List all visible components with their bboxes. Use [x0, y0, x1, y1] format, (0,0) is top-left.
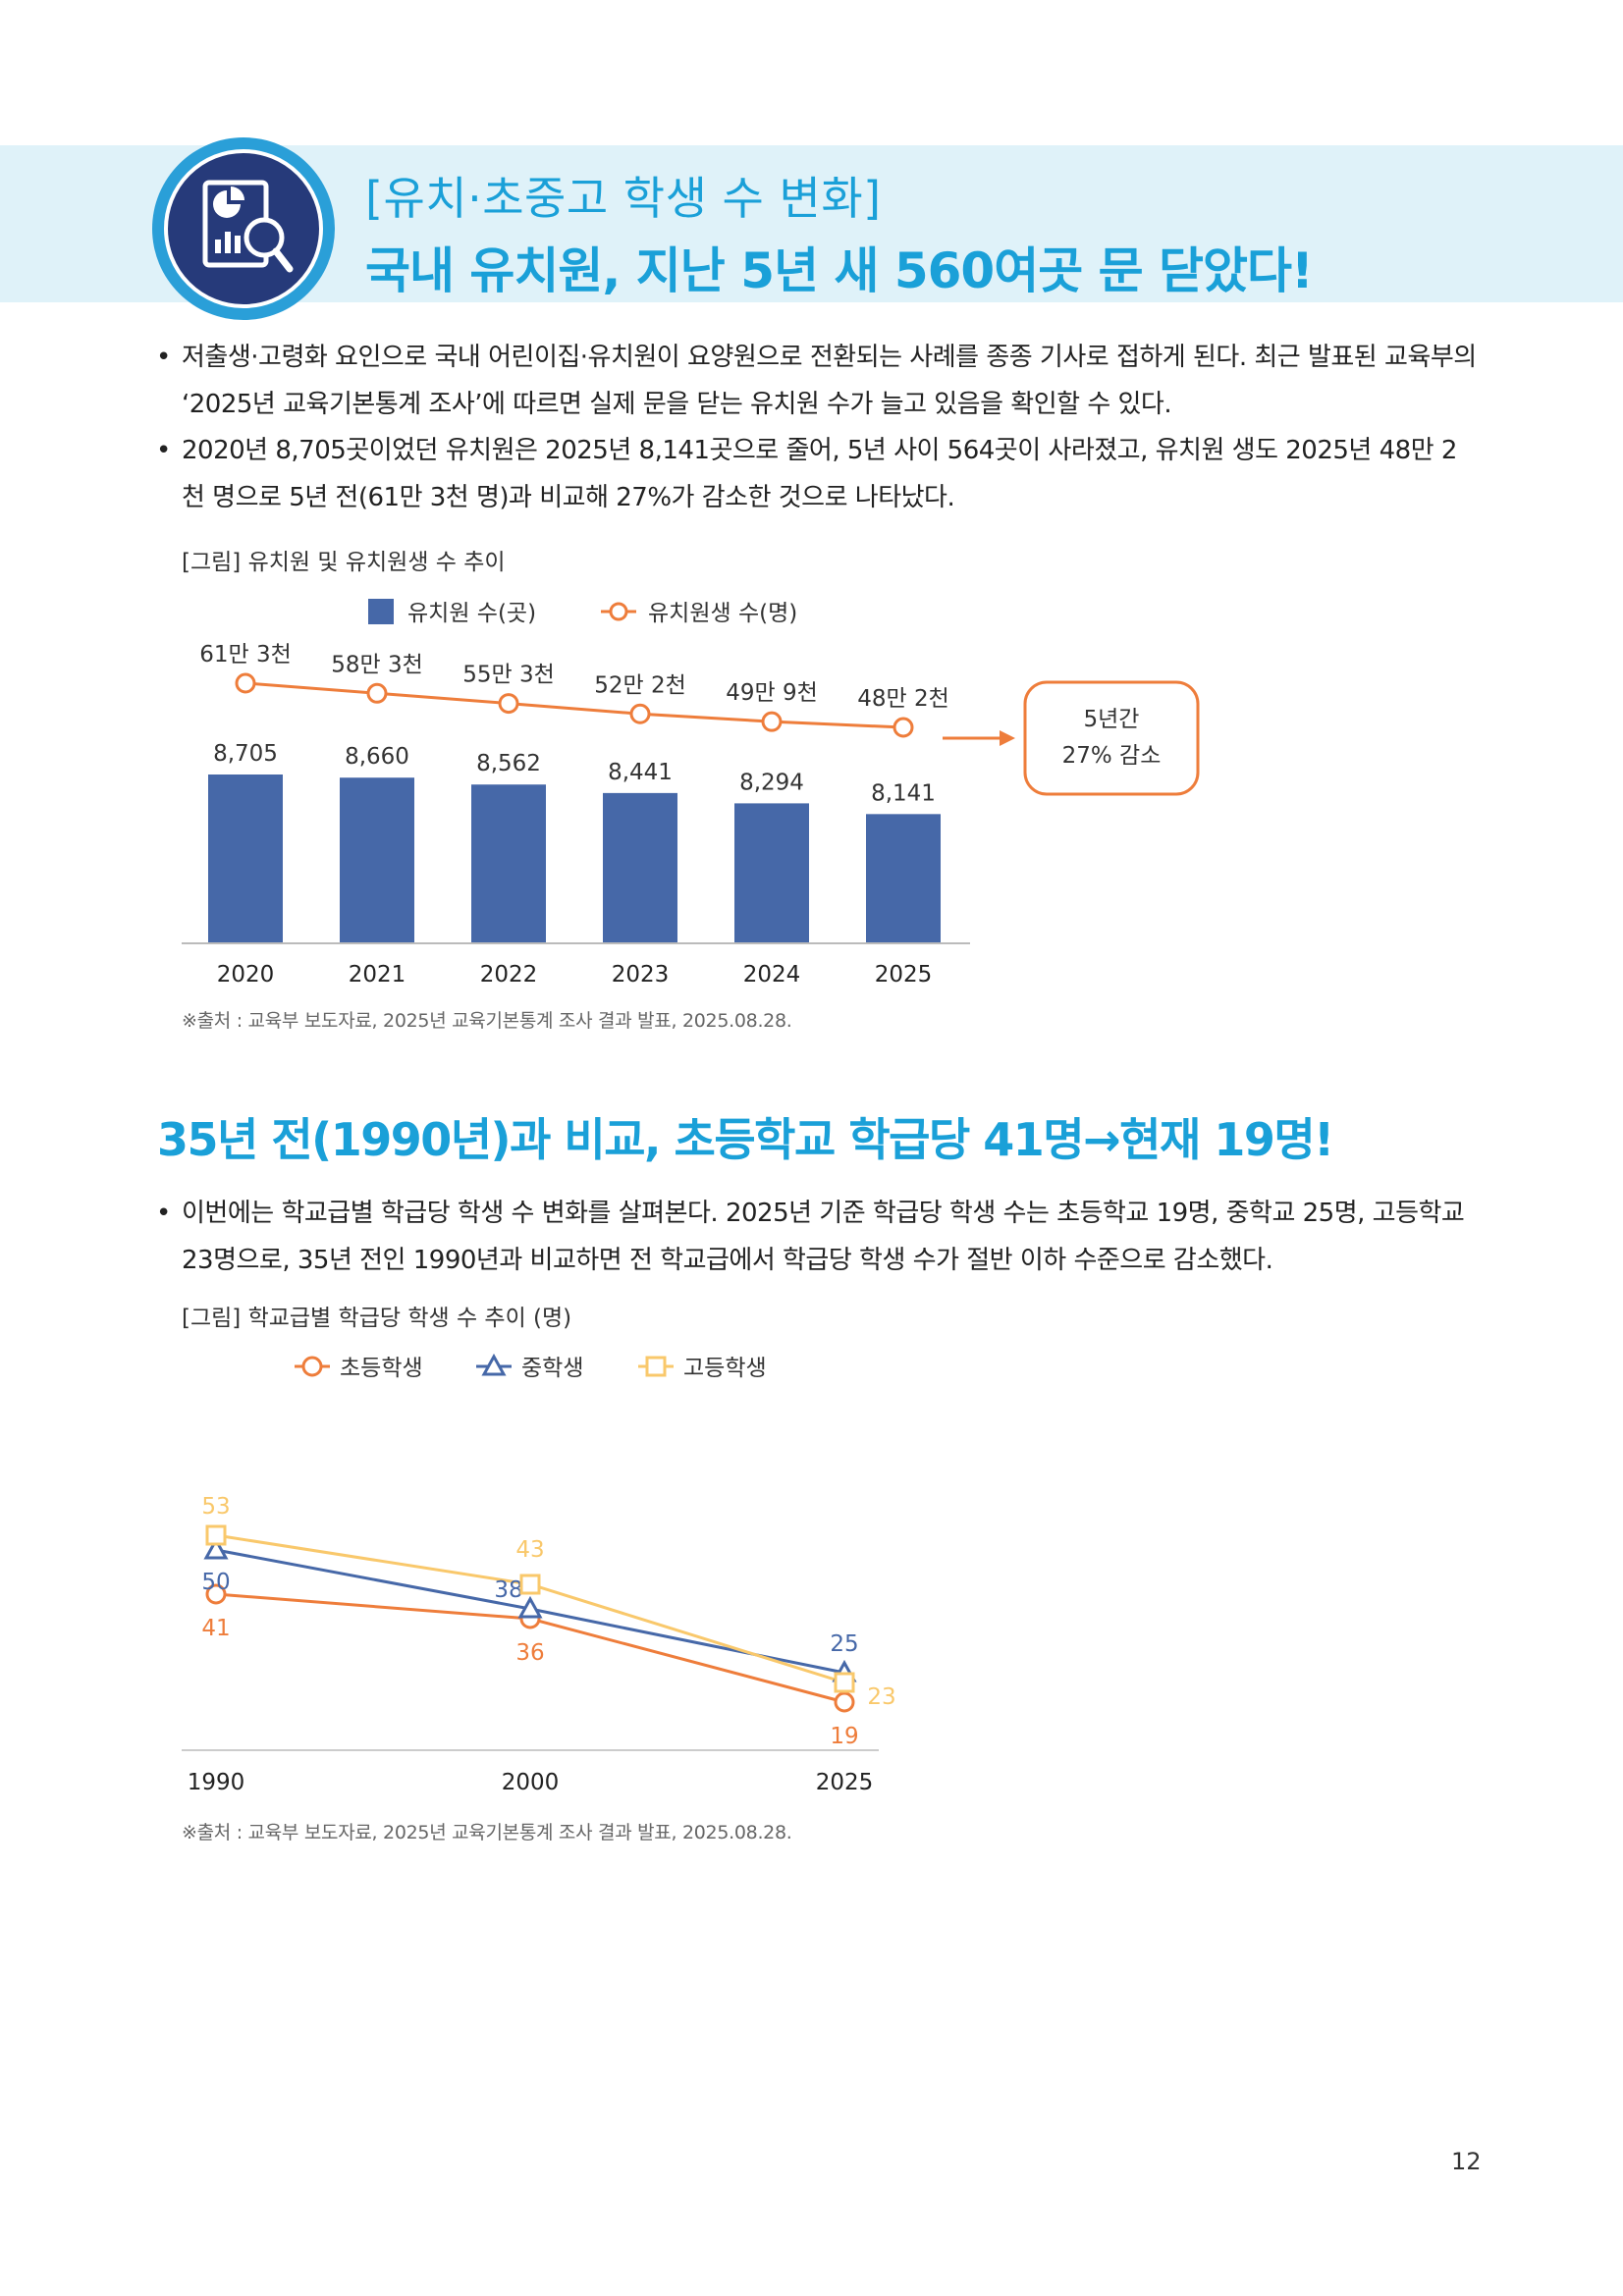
x-tick-2025: 2025: [875, 962, 933, 988]
enrollment-point-2025: [893, 717, 914, 738]
bullet: •: [156, 1199, 171, 1228]
enrollment-label-2022: 55만 3천: [462, 663, 555, 688]
bar-label-2021: 8,660: [345, 744, 409, 770]
enrollment-point-2022: [498, 693, 519, 715]
source-2: ※출처 : 교육부 보도자료, 2025년 교육기본통계 조사 결과 발표, 2…: [182, 1822, 792, 1843]
enrollment-label-2025: 48만 2천: [857, 686, 949, 712]
legend-label-중학생: 중학생: [521, 1356, 583, 1381]
bar-2021: [340, 777, 414, 943]
point-중학생-2000: [517, 1595, 543, 1619]
source-1: ※출처 : 교육부 보도자료, 2025년 교육기본통계 조사 결과 발표, 2…: [182, 1010, 792, 1032]
bar-label-2025: 8,141: [871, 780, 936, 806]
legend-marker-고등학생: [645, 1356, 667, 1377]
legend-label-초등학생: 초등학생: [340, 1356, 423, 1381]
header-badge: [152, 137, 335, 320]
header-title-line2: 국내 유치원, 지난 5년 새 560여곳 문 닫았다!: [365, 242, 1314, 299]
value-label-초등학생-1990: 41: [201, 1616, 230, 1641]
x-tick-1990: 1990: [188, 1770, 245, 1795]
bullet: •: [156, 343, 171, 372]
annotation-line2: 27% 감소: [1062, 743, 1162, 769]
paragraph-text: 2020년 8,705곳이었던 유치원은 2025년 8,141곳으로 줄어, …: [182, 436, 1457, 512]
legend-bar-swatch: [368, 599, 394, 624]
section2-heading: 35년 전(1990년)과 비교, 초등학교 학급당 41명→현재 19명!: [157, 1113, 1334, 1166]
enrollment-point-2023: [629, 703, 651, 724]
figure-caption-2: [그림] 학교급별 학급당 학생 수 추이 (명): [182, 1306, 572, 1331]
legend-bar-label: 유치원 수(곳): [407, 601, 536, 626]
bar-label-2022: 8,562: [476, 751, 541, 776]
bullet: •: [156, 436, 171, 465]
class-size-chart: 초등학생 중학생 고등학생 41 36 19 50 38 25 53 43 23 1990 2000 2…: [182, 1353, 896, 1795]
bar-2020: [208, 774, 283, 943]
paragraph-text: 이번에는 학교급별 학급당 학생 수 변화를 살펴본다. 2025년 기준 학급…: [182, 1199, 1465, 1275]
enrollment-label-2020: 61만 3천: [199, 642, 292, 667]
bar-label-2023: 8,441: [608, 760, 673, 785]
enrollment-label-2023: 52만 2천: [594, 672, 686, 698]
paragraph-3: • 이번에는 학교급별 학급당 학생 수 변화를 살펴본다. 2025년 기준 …: [156, 1190, 1478, 1284]
enrollment-label-2024: 49만 9천: [726, 680, 818, 706]
bar-2024: [734, 803, 809, 943]
enrollment-point-2024: [761, 711, 783, 732]
bar-label-2024: 8,294: [739, 770, 804, 795]
x-tick-2025: 2025: [816, 1770, 874, 1795]
legend-label-고등학생: 고등학생: [683, 1356, 767, 1381]
enrollment-point-2020: [235, 672, 256, 694]
bar-label-2020: 8,705: [213, 741, 278, 767]
value-label-고등학생-2025: 23: [867, 1684, 895, 1710]
x-tick-2022: 2022: [480, 962, 538, 988]
x-tick-2020: 2020: [217, 962, 275, 988]
x-tick-2023: 2023: [612, 962, 670, 988]
annotation-box: [1023, 680, 1200, 796]
value-label-고등학생-1990: 53: [201, 1494, 230, 1520]
point-고등학생-2025: [834, 1672, 855, 1693]
decrease-annotation: 5년간 27% 감소: [943, 680, 1200, 796]
point-초등학생-2025: [834, 1691, 855, 1713]
point-고등학생-1990: [205, 1524, 227, 1546]
annotation-line1: 5년간: [1084, 707, 1140, 732]
x-tick-2024: 2024: [743, 962, 801, 988]
arrow-head: [1000, 730, 1015, 746]
legend-line-label: 유치원생 수(명): [648, 601, 797, 626]
value-label-초등학생-2000: 36: [515, 1640, 544, 1666]
point-초등학생-1990: [205, 1583, 227, 1605]
bar-2025: [866, 814, 941, 943]
legend-marker-초등학생: [301, 1356, 323, 1377]
paragraph-text: 저출생·고령화 요인으로 국내 어린이집·유치원이 요양원으로 전환되는 사례를…: [182, 343, 1477, 419]
bar-2023: [603, 792, 677, 943]
point-중학생-1990: [203, 1536, 229, 1560]
chart1-legend: 유치원 수(곳) 유치원생 수(명): [368, 599, 797, 626]
point-고등학생-2000: [519, 1574, 541, 1595]
figure-caption-1: [그림] 유치원 및 유치원생 수 추이: [182, 550, 506, 575]
legend-marker-중학생: [481, 1353, 507, 1376]
badge-inner: [164, 149, 323, 308]
paragraph-1: • 저출생·고령화 요인으로 국내 어린이집·유치원이 요양원으로 전환되는 사…: [156, 334, 1478, 428]
paragraph-2: • 2020년 8,705곳이었던 유치원은 2025년 8,141곳으로 줄어…: [156, 427, 1478, 521]
value-label-고등학생-2000: 43: [515, 1537, 544, 1563]
bar-2022: [471, 784, 546, 943]
legend-line-marker: [609, 602, 628, 621]
value-label-중학생-1990: 50: [201, 1570, 230, 1595]
enrollment-point-2021: [366, 682, 388, 704]
value-label-중학생-2000: 38: [494, 1577, 522, 1603]
value-label-초등학생-2025: 19: [830, 1724, 858, 1749]
x-tick-2000: 2000: [502, 1770, 560, 1795]
x-tick-2021: 2021: [349, 962, 406, 988]
enrollment-label-2021: 58만 3천: [331, 652, 423, 677]
enrollment-line: [244, 681, 904, 729]
header-title-line1: [유치·초중고 학생 수 변화]: [365, 172, 882, 225]
chart-magnifier-icon: [202, 180, 294, 273]
value-label-중학생-2025: 25: [830, 1631, 858, 1657]
kindergarten-chart: 유치원 수(곳) 유치원생 수(명) 8,705 8,660 8,562 8,441 8…: [182, 599, 1200, 988]
page-number: 12: [1451, 2148, 1482, 2175]
